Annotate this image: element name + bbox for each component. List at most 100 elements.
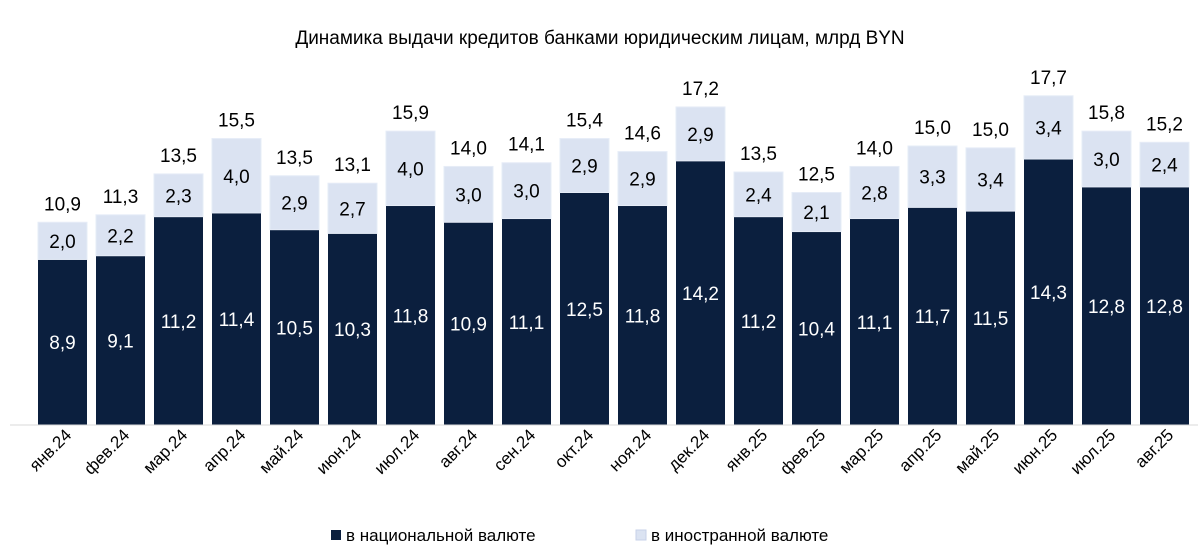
bar-national — [560, 192, 609, 425]
total-label: 14,0 — [450, 138, 487, 159]
data-label-national: 8,9 — [49, 333, 75, 354]
x-tick-label: фев.25 — [776, 425, 829, 478]
bar-foreign — [211, 138, 262, 214]
data-label-foreign: 2,2 — [107, 226, 133, 247]
data-label-foreign: 2,9 — [281, 194, 307, 215]
bar-foreign — [1023, 95, 1074, 160]
data-label-foreign: 4,0 — [397, 159, 423, 180]
bar-national — [676, 160, 725, 425]
total-label: 14,6 — [624, 124, 661, 145]
total-label: 15,5 — [218, 111, 255, 132]
total-label: 17,2 — [682, 79, 719, 100]
bar-national — [618, 205, 667, 425]
bar-national — [212, 212, 261, 425]
bar-foreign — [385, 130, 436, 207]
bar-foreign — [965, 147, 1016, 212]
bar-national — [734, 216, 783, 425]
data-label-national: 11,7 — [915, 307, 951, 328]
total-label: 14,0 — [856, 138, 893, 159]
bar-national — [270, 229, 319, 425]
x-tick-label: сен.24 — [490, 425, 539, 474]
bar-foreign — [443, 165, 494, 223]
data-label-national: 11,2 — [161, 312, 197, 333]
data-label-national: 11,8 — [625, 306, 661, 327]
data-label-national: 11,5 — [973, 309, 1009, 330]
bar-foreign — [1081, 130, 1132, 188]
data-label-foreign: 2,4 — [745, 185, 772, 206]
data-label-foreign: 2,8 — [861, 184, 887, 205]
data-label-foreign: 4,0 — [223, 167, 249, 188]
total-label: 14,1 — [508, 135, 545, 156]
data-label-foreign: 2,4 — [1151, 156, 1178, 177]
x-tick-label: янв.25 — [722, 425, 772, 475]
data-label-foreign: 2,9 — [687, 125, 713, 146]
total-label: 15,2 — [1146, 114, 1183, 135]
x-tick-label: дек.24 — [664, 425, 713, 474]
bar-foreign — [501, 162, 552, 220]
legend-swatch-foreign — [635, 529, 647, 541]
bar-foreign — [559, 138, 610, 193]
x-tick-label: апр.24 — [199, 425, 249, 475]
bar-national — [1024, 159, 1073, 425]
chart-title: Динамика выдачи кредитов банками юридиче… — [295, 28, 904, 49]
data-label-foreign: 3,0 — [1093, 150, 1119, 171]
data-label-national: 10,4 — [798, 319, 835, 340]
data-label-foreign: 3,0 — [513, 182, 539, 203]
data-label-foreign: 2,7 — [339, 199, 365, 220]
x-tick-label: май.25 — [952, 425, 1004, 477]
data-label-foreign: 3,3 — [919, 168, 945, 189]
x-tick-label: ноя.24 — [605, 425, 655, 475]
total-label: 15,4 — [566, 111, 603, 132]
bar-national — [154, 216, 203, 425]
bar-national — [386, 205, 435, 425]
data-label-national: 10,5 — [276, 318, 313, 339]
x-tick-label: янв.24 — [26, 425, 76, 475]
bar-foreign — [327, 182, 378, 234]
data-label-foreign: 2,9 — [629, 170, 655, 191]
bar-national — [38, 259, 87, 425]
total-label: 13,1 — [334, 155, 371, 176]
total-label: 10,9 — [44, 194, 81, 215]
x-tick-label: окт.24 — [551, 425, 597, 471]
bar-national — [1082, 186, 1131, 425]
bar-foreign — [849, 165, 900, 220]
legend-label-foreign: в иностранной валюте — [651, 526, 828, 545]
data-label-foreign: 2,1 — [803, 203, 829, 224]
data-label-national: 12,8 — [1146, 297, 1183, 318]
legend: в национальной валюте в иностранной валю… — [331, 526, 828, 545]
data-label-national: 9,1 — [107, 331, 133, 352]
bar-national — [328, 233, 377, 425]
bar-national — [908, 207, 957, 425]
data-label-national: 14,2 — [682, 284, 719, 305]
data-label-foreign: 3,0 — [455, 185, 481, 206]
bar-foreign — [907, 145, 958, 208]
bar-national — [1140, 186, 1189, 425]
data-label-national: 12,8 — [1088, 297, 1125, 318]
data-label-foreign: 2,9 — [571, 157, 597, 178]
x-tick-label: июн.25 — [1009, 425, 1062, 478]
data-label-foreign: 2,0 — [49, 232, 75, 253]
bar-national — [850, 218, 899, 425]
x-tick-label: май.24 — [256, 425, 308, 477]
data-label-national: 10,9 — [450, 315, 487, 336]
total-label: 15,0 — [914, 118, 951, 139]
bar-foreign — [791, 192, 842, 233]
data-label-national: 12,5 — [566, 300, 603, 321]
bar-national — [966, 211, 1015, 425]
total-label: 13,5 — [276, 148, 313, 169]
x-tick-label: июл.25 — [1067, 425, 1120, 478]
data-label-national: 11,4 — [219, 310, 255, 331]
data-label-foreign: 3,4 — [1035, 118, 1062, 139]
bar-national — [792, 231, 841, 425]
bar-national — [96, 255, 145, 425]
data-label-national: 11,1 — [857, 313, 893, 334]
x-tick-label: июн.24 — [313, 425, 366, 478]
total-label: 15,9 — [392, 103, 429, 124]
data-label-foreign: 2,3 — [165, 186, 191, 207]
legend-label-national: в национальной валюте — [346, 526, 536, 545]
total-label: 11,3 — [103, 187, 139, 208]
bar-foreign — [269, 175, 320, 231]
total-label: 12,5 — [798, 165, 835, 186]
legend-swatch-national — [331, 530, 341, 540]
bar-national — [502, 218, 551, 425]
